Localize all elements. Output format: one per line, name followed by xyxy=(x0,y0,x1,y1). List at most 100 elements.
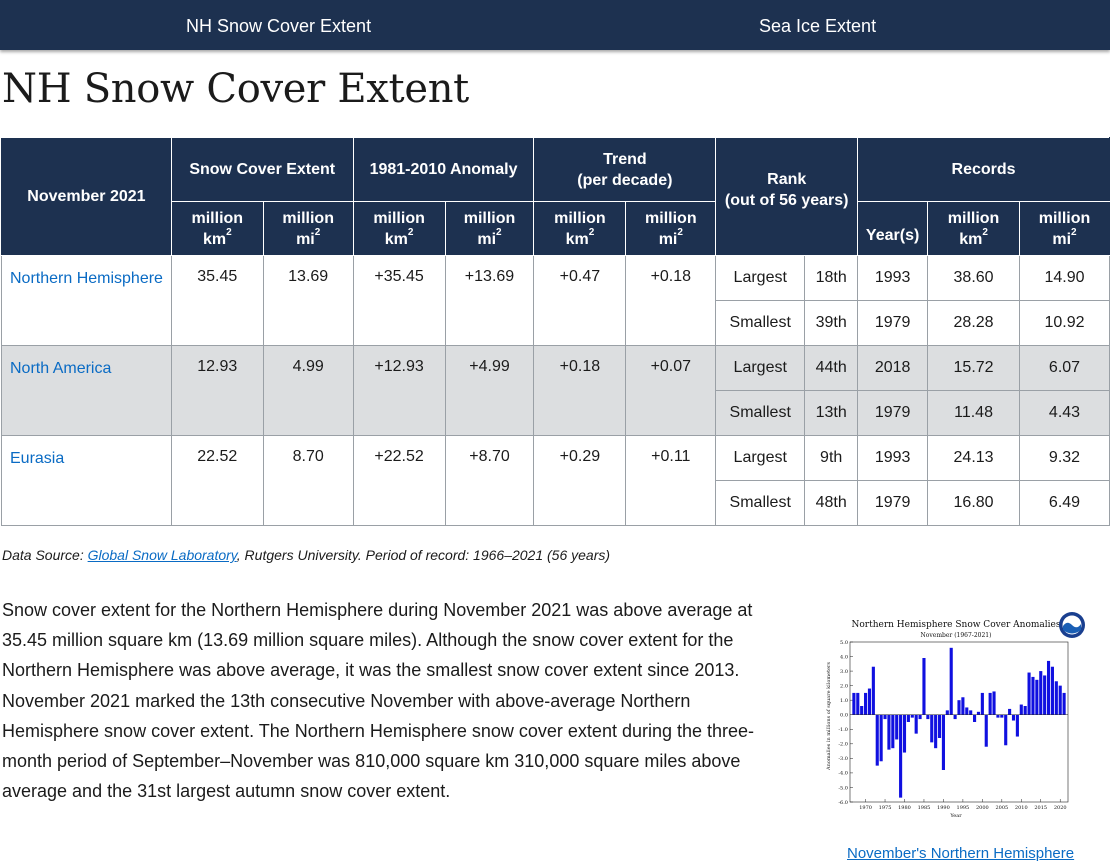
record-km-cell: 15.72 xyxy=(927,345,1020,391)
x-tick-label: 1995 xyxy=(957,805,970,811)
record-km-cell: 11.48 xyxy=(927,390,1020,436)
x-tick-label: 1980 xyxy=(898,805,911,811)
unit-header: million km2 xyxy=(170,201,264,256)
chart-bar xyxy=(996,714,1000,718)
chart-bar xyxy=(867,688,872,715)
chart-subtitle: November (1967-2021) xyxy=(921,632,992,639)
chart-bar xyxy=(1058,685,1062,715)
x-tick-label: 2000 xyxy=(976,805,989,811)
chart-bar xyxy=(961,697,965,715)
snow-anomaly-figure[interactable]: Northern Hemisphere Snow Cover Anomalies… xyxy=(818,608,1090,820)
chart-bar xyxy=(1011,714,1016,721)
chart-bar xyxy=(895,714,899,740)
y-tick-label: -1.0 xyxy=(838,727,848,733)
extent-mi-cell: 8.70 xyxy=(262,435,354,526)
chart-bar xyxy=(965,707,969,715)
chart-bar xyxy=(922,658,926,715)
chart-bar xyxy=(1046,660,1051,715)
record-year-cell: 1979 xyxy=(857,300,929,346)
years-header: Year(s) xyxy=(857,201,929,256)
table-row: Eurasia 22.52 8.70 +22.52 +8.70 +0.29 +0… xyxy=(1,435,1110,526)
rank-label-cell: Smallest xyxy=(715,300,806,346)
extent-mi-cell: 4.99 xyxy=(262,345,354,436)
chart-bar xyxy=(1004,714,1008,746)
chart-bar xyxy=(902,714,907,753)
table-row: North America 12.93 4.99 +12.93 +4.99 +0… xyxy=(1,345,1110,436)
chart-bar xyxy=(1054,681,1058,715)
rank-header-line2: (out of 56 years) xyxy=(724,191,849,209)
chart-xlabel: Year xyxy=(949,813,962,819)
rank-value-cell: 44th xyxy=(804,345,859,391)
anomaly-mi-cell: +4.99 xyxy=(444,345,535,436)
rank-value-cell: 18th xyxy=(804,255,859,301)
region-link-northern-hemisphere[interactable]: Northern Hemisphere xyxy=(10,270,163,287)
record-km-cell: 16.80 xyxy=(927,480,1020,526)
y-tick-label: -3.0 xyxy=(838,756,848,762)
record-mi-cell: 6.49 xyxy=(1019,480,1110,526)
region-link-north-america[interactable]: North America xyxy=(10,360,112,377)
unit-header: million km2 xyxy=(352,201,446,256)
source-prefix: Data Source: xyxy=(2,547,88,563)
chart-frame xyxy=(849,641,1069,803)
trend-mi-cell: +0.11 xyxy=(625,435,717,526)
chart-bar xyxy=(910,714,914,718)
x-tick-label: 2020 xyxy=(1054,805,1067,811)
chart-bar xyxy=(957,700,961,715)
tab-nh-snow-cover-extent[interactable]: NH Snow Cover Extent xyxy=(186,16,372,36)
trend-mi-cell: +0.07 xyxy=(625,345,717,436)
records-header: Records xyxy=(857,137,1110,202)
chart-bar xyxy=(988,692,992,715)
chart-bar xyxy=(918,714,922,720)
trend-km-cell: +0.18 xyxy=(533,345,627,436)
chart-bar xyxy=(930,714,934,743)
figure-caption-link[interactable]: November's Northern Hemisphere xyxy=(847,845,1075,862)
record-mi-cell: 10.92 xyxy=(1019,300,1110,346)
chart-bar xyxy=(883,714,887,720)
record-mi-cell: 6.07 xyxy=(1019,345,1110,391)
y-tick-label: 0.0 xyxy=(840,713,848,719)
chart-bar xyxy=(914,714,918,734)
trend-header-line2: (per decade) xyxy=(577,171,673,189)
source-suffix: , Rutgers University. Period of record: … xyxy=(236,547,611,563)
record-mi-cell: 9.32 xyxy=(1019,435,1110,481)
anomaly-header: 1981-2010 Anomaly xyxy=(352,137,535,202)
rank-value-cell: 48th xyxy=(804,480,859,526)
chart-bar xyxy=(1031,676,1035,715)
extent-km-cell: 12.93 xyxy=(170,345,264,436)
x-tick-label: 2005 xyxy=(995,805,1008,811)
rank-label-cell: Largest xyxy=(715,345,806,391)
y-tick-label: -6.0 xyxy=(838,800,848,806)
chart-bar xyxy=(937,714,942,738)
region-link-eurasia[interactable]: Eurasia xyxy=(10,450,65,467)
chart-bar xyxy=(1039,671,1043,715)
y-tick-label: 2.0 xyxy=(840,683,848,689)
chart-bar xyxy=(926,714,930,720)
anomaly-mi-cell: +13.69 xyxy=(444,255,535,346)
tab-sea-ice-extent[interactable]: Sea Ice Extent xyxy=(759,16,877,36)
chart-bar xyxy=(860,706,864,715)
chart-bar xyxy=(891,714,895,749)
record-km-cell: 28.28 xyxy=(927,300,1020,346)
rank-value-cell: 39th xyxy=(804,300,859,346)
chart-bar xyxy=(980,692,984,715)
record-mi-cell: 14.90 xyxy=(1019,255,1110,301)
chart-bar xyxy=(949,647,953,715)
chart-bar xyxy=(945,710,949,715)
extent-km-cell: 22.52 xyxy=(170,435,264,526)
unit-header: million mi2 xyxy=(625,201,717,256)
y-tick-label: 1.0 xyxy=(840,698,848,704)
record-year-cell: 1993 xyxy=(857,435,929,481)
chart-bar xyxy=(1043,675,1047,715)
trend-header: Trend (per decade) xyxy=(533,137,717,202)
record-km-cell: 24.13 xyxy=(927,435,1020,481)
record-year-cell: 1979 xyxy=(857,480,929,526)
extent-km-cell: 35.45 xyxy=(170,255,264,346)
global-snow-lab-link[interactable]: Global Snow Laboratory xyxy=(87,547,237,563)
chart-bar xyxy=(1008,708,1012,715)
chart-bar xyxy=(1000,714,1004,718)
unit-header: million km2 xyxy=(927,201,1020,256)
anomaly-km-cell: +35.45 xyxy=(352,255,446,346)
chart-bar xyxy=(992,691,996,715)
snow-cover-table: November 2021 Snow Cover Extent 1981-201… xyxy=(1,137,1110,526)
x-tick-label: 1985 xyxy=(918,805,931,811)
